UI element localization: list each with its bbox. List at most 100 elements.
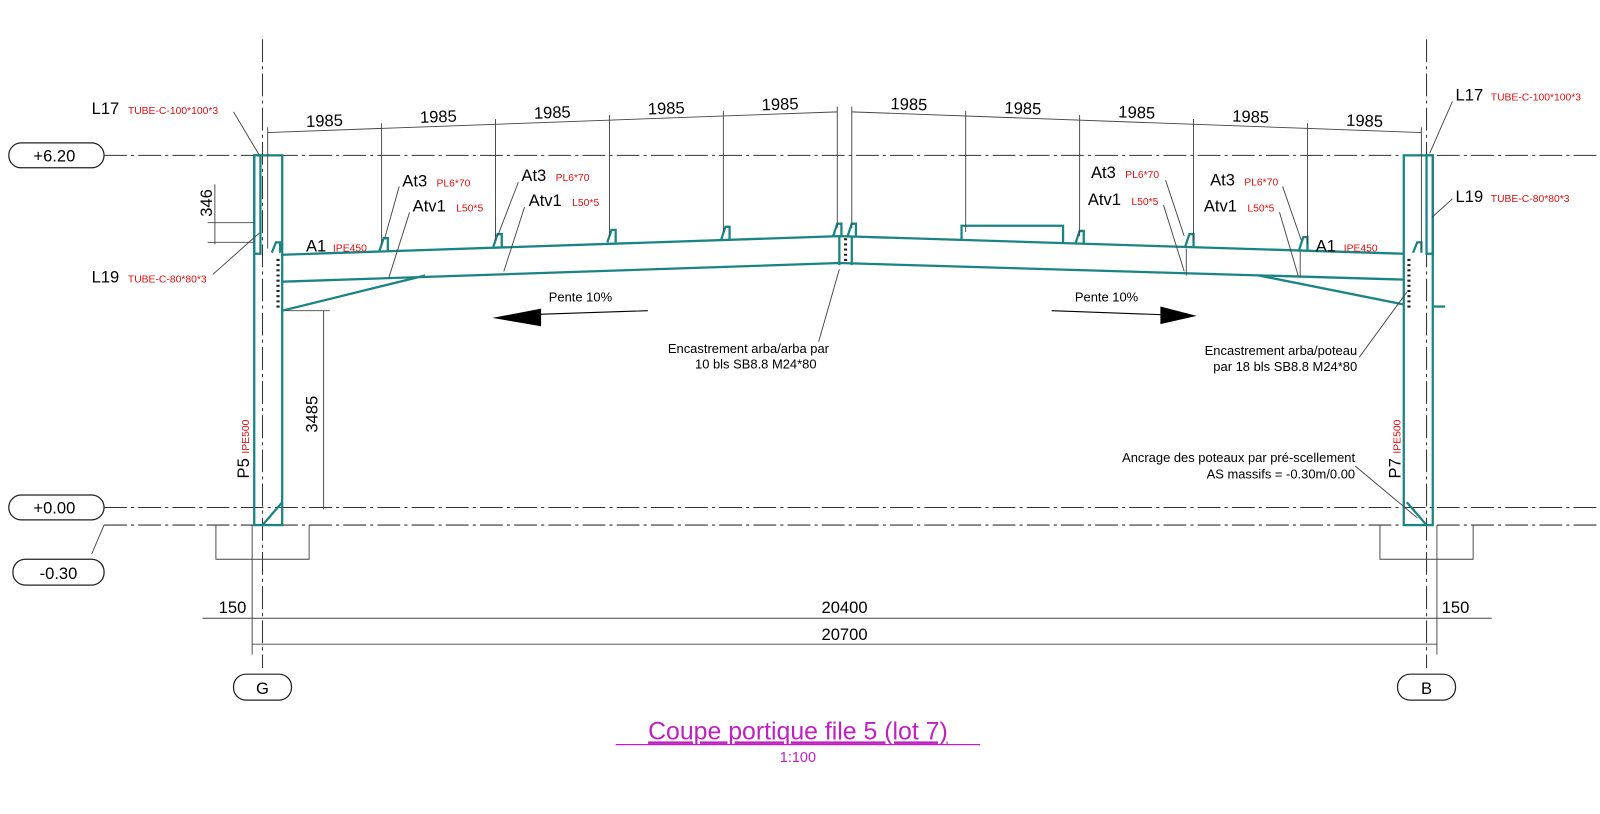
- member-mark: At3: [521, 166, 546, 185]
- drawing-path: [846, 222, 858, 237]
- member-mark: At3: [402, 171, 427, 190]
- member-section: IPE500: [241, 419, 252, 453]
- dimension: 346: [197, 189, 216, 217]
- drawing-path: [720, 225, 731, 240]
- member-mark: Atv1: [413, 196, 446, 215]
- level-markers: +6.20 +0.00 -0.30: [8, 142, 105, 586]
- drawing-line: [1429, 101, 1453, 154]
- drawing-title: Coupe portique file 5 (lot 7): [648, 718, 948, 745]
- member-labels: L17 TUBE-C-100*100*3 L19 TUBE-C-80*80*3 …: [92, 85, 1582, 478]
- member-section: TUBE-C-100*100*3: [128, 106, 219, 117]
- dimension: 1985: [306, 111, 343, 131]
- drawing-rect: [253, 154, 284, 527]
- member-mark: A1: [306, 237, 326, 256]
- dimension: 20400: [822, 598, 868, 617]
- vertical-dimensions: 346 3485: [197, 184, 330, 510]
- drawing-path: [960, 224, 1065, 243]
- connection-note: par 18 bls SB8.8 M24*80: [1213, 359, 1357, 374]
- spacing-dimensions: 1985 1985 1985 1985 1985 1985 1985 1985 …: [306, 94, 1384, 131]
- drawing-path: [606, 228, 617, 243]
- member-section: IPE500: [1393, 419, 1404, 453]
- drawing-rect: [253, 154, 262, 255]
- member-mark: L17: [92, 99, 120, 118]
- slope-arrows: [492, 306, 1197, 327]
- drawing-line: [388, 212, 411, 278]
- drawing-path: [1074, 229, 1085, 244]
- member-mark: Atv1: [1204, 196, 1237, 215]
- grid-axes: G B: [232, 673, 1457, 701]
- dimension: 1985: [761, 94, 798, 114]
- member-mark: L19: [92, 268, 120, 287]
- dimension: 1985: [890, 94, 927, 114]
- leaders: [212, 101, 1453, 519]
- drawing-polygon: [1160, 306, 1197, 325]
- drawing-line: [212, 232, 260, 275]
- drawing-line: [1279, 212, 1299, 276]
- drawing-line: [523, 310, 648, 316]
- level-label: -0.30: [40, 564, 78, 583]
- member-section: PL6*70: [1125, 170, 1159, 181]
- level-label: +0.00: [33, 499, 75, 518]
- dimension: 1985: [1118, 102, 1155, 122]
- member-mark: A1: [1316, 237, 1336, 256]
- drawing-line: [1165, 180, 1185, 237]
- dimension: 1985: [1004, 98, 1041, 118]
- member-section: L50*5: [1247, 203, 1274, 214]
- dimension: 20700: [822, 625, 868, 644]
- drawing-path: [1412, 241, 1423, 254]
- axis-label: B: [1421, 679, 1432, 698]
- member-mark: At3: [1210, 170, 1235, 189]
- drawing-polyline: [1379, 525, 1474, 560]
- drawing-line: [503, 206, 525, 272]
- member-section: IPE450: [1344, 244, 1378, 255]
- dimension: 1985: [534, 102, 571, 122]
- drawing-line: [1282, 186, 1302, 241]
- drawing-scale: 1:100: [780, 750, 816, 766]
- drawing-line: [1163, 204, 1185, 272]
- drawing-line: [818, 269, 840, 342]
- drawing-line: [91, 524, 105, 555]
- member-section: PL6*70: [1244, 177, 1278, 188]
- bottom-dimensions: 150 20400 20700 150: [202, 525, 1492, 655]
- drawing-polyline: [281, 274, 426, 312]
- slope-note: Pente 10%: [1075, 289, 1139, 304]
- anchor-note: Ancrage des poteaux par pré-scellement: [1122, 450, 1355, 465]
- drawing-rect: [12, 558, 105, 586]
- member-section: PL6*70: [436, 178, 470, 189]
- drawing-polyline: [267, 111, 838, 134]
- drawing-line: [1354, 465, 1418, 519]
- drawing-line: [233, 111, 260, 156]
- drawing-rect: [232, 673, 293, 701]
- drawing-line: [1358, 291, 1408, 358]
- member-mark: Atv1: [529, 191, 562, 210]
- notes: Pente 10% Pente 10% Encastrement arba/ar…: [549, 289, 1357, 481]
- member-mark: Atv1: [1088, 190, 1121, 209]
- member-mark: P7: [1386, 458, 1405, 478]
- member-section: TUBE-C-80*80*3: [128, 275, 207, 286]
- drawing-line: [384, 186, 400, 239]
- member-section: L50*5: [572, 198, 599, 209]
- drawing-polyline: [282, 261, 1404, 283]
- drawing-path: [270, 241, 282, 254]
- member-section: TUBE-C-80*80*3: [1491, 194, 1570, 205]
- dimension: 3485: [302, 396, 321, 433]
- member-mark: L19: [1456, 187, 1484, 206]
- connection-note: 10 bls SB8.8 M24*80: [695, 357, 817, 372]
- level-label: +6.20: [33, 147, 75, 166]
- drawing-path: [1184, 232, 1195, 247]
- member-section: L50*5: [1131, 197, 1158, 208]
- drawing-path: [378, 237, 389, 251]
- drawing-polyline: [1258, 274, 1404, 306]
- steel-frame: [253, 154, 1446, 527]
- anchor-note: AS massifs = -0.30m/0.00: [1207, 466, 1355, 481]
- member-section: TUBE-C-100*100*3: [1491, 92, 1582, 103]
- axis-label: G: [256, 679, 269, 698]
- drawing-line: [1406, 501, 1428, 526]
- member-section: IPE450: [333, 244, 367, 255]
- drawing-rect: [1425, 154, 1434, 255]
- connection-note: Encastrement arba/arba par: [668, 341, 830, 356]
- top-dimension-line: [267, 106, 1422, 249]
- drawing-line: [261, 501, 284, 526]
- drawing-polyline: [282, 234, 1404, 256]
